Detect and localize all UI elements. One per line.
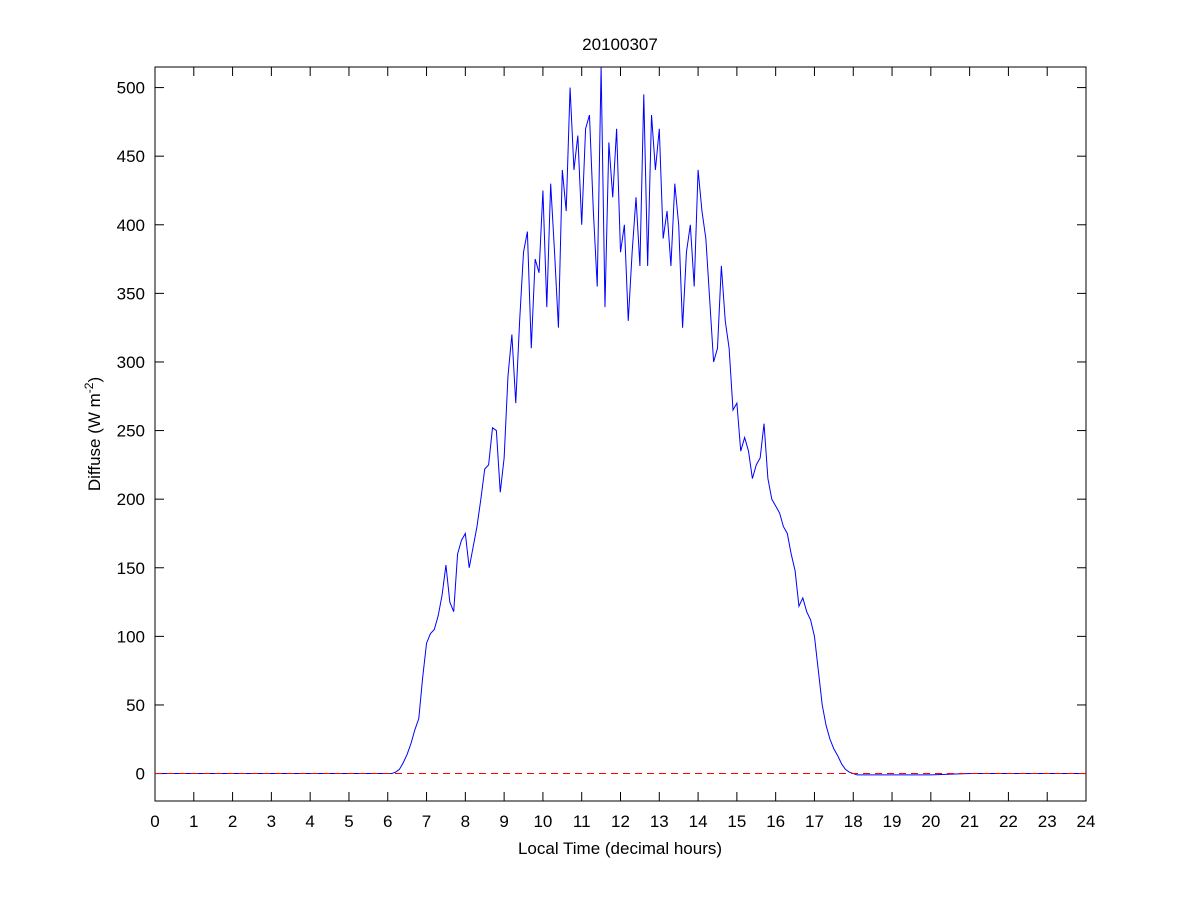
- y-tick-label: 250: [117, 422, 145, 441]
- y-tick-label: 450: [117, 147, 145, 166]
- x-tick-label: 12: [611, 812, 630, 831]
- y-tick-label: 150: [117, 559, 145, 578]
- y-tick-label: 0: [136, 765, 145, 784]
- x-tick-label: 1: [189, 812, 198, 831]
- x-tick-label: 21: [960, 812, 979, 831]
- y-tick-label: 400: [117, 216, 145, 235]
- x-tick-label: 3: [267, 812, 276, 831]
- x-tick-label: 8: [461, 812, 470, 831]
- x-tick-label: 19: [883, 812, 902, 831]
- x-tick-label: 10: [533, 812, 552, 831]
- y-axis-label-text: Diffuse (W m: [85, 393, 104, 491]
- x-tick-label: 15: [727, 812, 746, 831]
- y-tick-label: 350: [117, 284, 145, 303]
- y-tick-label: 200: [117, 490, 145, 509]
- y-axis-label-superscript: -2: [82, 382, 96, 393]
- x-tick-label: 20: [921, 812, 940, 831]
- x-tick-label: 6: [383, 812, 392, 831]
- x-tick-label: 7: [422, 812, 431, 831]
- x-tick-label: 11: [573, 812, 591, 831]
- x-tick-label: 24: [1077, 812, 1096, 831]
- x-tick-label: 2: [228, 812, 237, 831]
- x-axis-label: Local Time (decimal hours): [518, 839, 722, 858]
- plot-area: [154, 66, 1087, 802]
- x-tick-label: 23: [1038, 812, 1057, 831]
- x-tick-label: 16: [766, 812, 785, 831]
- y-tick-label: 50: [126, 696, 145, 715]
- x-tick-label: 18: [844, 812, 863, 831]
- y-axis-label-end: ): [85, 377, 104, 383]
- y-tick-label: 300: [117, 353, 145, 372]
- y-axis-label: Diffuse (W m-2): [82, 377, 104, 491]
- x-tick-label: 13: [650, 812, 669, 831]
- x-tick-label: 0: [150, 812, 159, 831]
- y-tick-label: 500: [117, 79, 145, 98]
- x-tick-label: 9: [499, 812, 508, 831]
- x-tick-label: 4: [305, 812, 314, 831]
- x-tick-label: 14: [689, 812, 708, 831]
- x-tick-label: 22: [999, 812, 1018, 831]
- y-tick-label: 100: [117, 627, 145, 646]
- x-tick-label: 17: [805, 812, 824, 831]
- x-tick-label: 5: [344, 812, 353, 831]
- data-line: [155, 66, 1086, 776]
- chart-title: 20100307: [582, 35, 658, 54]
